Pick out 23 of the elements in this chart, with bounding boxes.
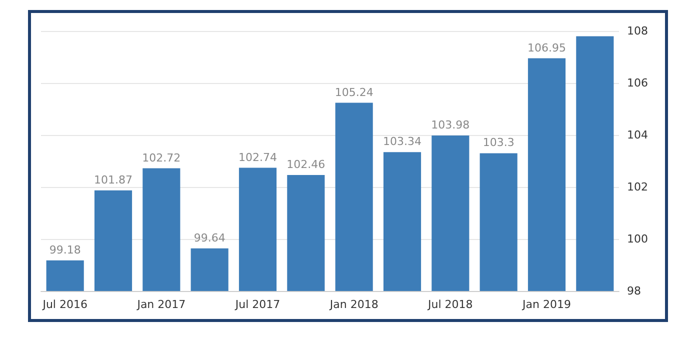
data-label: 102.46 (286, 158, 326, 172)
data-label: 102.72 (142, 151, 181, 164)
y-tick-label: 98 (627, 284, 641, 298)
data-label: 101.87 (94, 173, 132, 186)
data-label: 106.95 (528, 41, 566, 54)
y-tick-label: 104 (627, 128, 648, 142)
data-label: 103.98 (431, 118, 470, 132)
x-tick-label: Jan 2018 (328, 298, 378, 311)
data-label: 105.24 (334, 86, 374, 99)
data-label: 99.18 (49, 243, 81, 256)
data-label: 102.74 (238, 150, 277, 164)
x-tick-label: Jan 2019 (522, 298, 571, 311)
x-tick-label: Jul 2018 (427, 298, 473, 311)
x-tick-label: Jan 2017 (136, 298, 186, 311)
y-tick-label: 100 (627, 232, 648, 246)
y-tick-label: 108 (627, 24, 648, 38)
x-tick-label: Jul 2017 (234, 298, 280, 311)
data-label: 103.3 (482, 136, 514, 150)
y-tick-label: 102 (627, 180, 648, 194)
x-tick-label: Jul 2016 (42, 298, 88, 311)
y-tick-label: 106 (627, 76, 648, 90)
data-label: 99.64 (194, 231, 226, 244)
data-label: 103.34 (383, 135, 422, 148)
